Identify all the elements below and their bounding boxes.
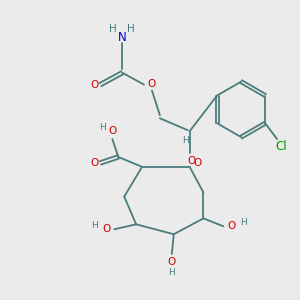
Text: N: N	[118, 31, 127, 44]
Text: O: O	[90, 80, 99, 90]
Text: H: H	[168, 268, 175, 278]
Text: H: H	[99, 123, 106, 132]
Text: H: H	[182, 136, 189, 145]
Text: O: O	[90, 158, 99, 168]
Text: O: O	[102, 224, 110, 234]
Text: H: H	[110, 24, 117, 34]
Text: H: H	[127, 24, 135, 34]
Text: Cl: Cl	[275, 140, 287, 152]
Text: O: O	[227, 221, 236, 231]
Text: O: O	[168, 257, 176, 267]
Text: O: O	[194, 158, 202, 168]
Text: H: H	[91, 221, 98, 230]
Text: O: O	[188, 156, 196, 166]
Text: H: H	[240, 218, 247, 227]
Text: O: O	[148, 79, 156, 88]
Text: O: O	[108, 126, 116, 136]
